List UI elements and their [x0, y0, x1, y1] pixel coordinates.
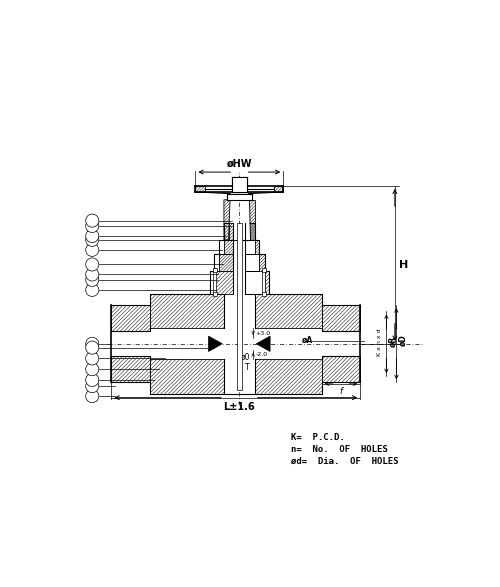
Bar	[232, 177, 247, 192]
Text: 3: 3	[90, 339, 95, 348]
Polygon shape	[246, 223, 254, 240]
Polygon shape	[322, 305, 360, 332]
Text: øR: øR	[388, 336, 397, 347]
Polygon shape	[196, 186, 204, 192]
Text: øHW: øHW	[226, 159, 252, 169]
Text: 16: 16	[87, 216, 98, 225]
Circle shape	[86, 373, 99, 386]
Polygon shape	[248, 200, 254, 240]
Polygon shape	[112, 356, 150, 382]
Bar	[262, 271, 266, 294]
Text: 15: 15	[87, 221, 98, 231]
Text: 9: 9	[90, 275, 95, 284]
Polygon shape	[254, 294, 322, 328]
Text: 7: 7	[90, 343, 95, 352]
Circle shape	[86, 390, 99, 403]
Bar	[262, 292, 266, 296]
Bar	[227, 194, 252, 200]
Text: K x n x d: K x n x d	[377, 329, 382, 356]
Circle shape	[86, 274, 99, 286]
Circle shape	[86, 230, 99, 242]
Polygon shape	[214, 254, 233, 271]
Text: H: H	[398, 260, 408, 270]
Polygon shape	[246, 271, 268, 294]
Text: 4: 4	[90, 376, 95, 384]
Polygon shape	[254, 359, 322, 394]
Text: n=  No.  OF  HOLES: n= No. OF HOLES	[291, 445, 388, 454]
Polygon shape	[224, 223, 233, 240]
Text: ø0: ø0	[241, 353, 250, 362]
Text: 2: 2	[90, 382, 95, 390]
Text: f: f	[340, 387, 342, 396]
Circle shape	[86, 284, 99, 296]
Bar	[213, 268, 217, 272]
Polygon shape	[224, 200, 230, 240]
Text: 1: 1	[90, 392, 95, 401]
Polygon shape	[150, 359, 224, 394]
Polygon shape	[274, 186, 283, 192]
Polygon shape	[246, 240, 260, 254]
Circle shape	[86, 214, 99, 227]
Text: 12: 12	[87, 245, 98, 254]
Circle shape	[86, 243, 99, 257]
Text: T: T	[244, 363, 250, 372]
Polygon shape	[208, 336, 222, 352]
Text: 11: 11	[87, 260, 98, 269]
Circle shape	[86, 258, 99, 271]
Text: 10: 10	[87, 270, 98, 279]
Text: øD: øD	[398, 334, 407, 346]
Text: 13: 13	[87, 235, 98, 244]
Bar	[262, 268, 266, 272]
Circle shape	[86, 380, 99, 393]
Text: ød=  Dia.  OF  HOLES: ød= Dia. OF HOLES	[291, 456, 399, 465]
Bar	[237, 223, 242, 390]
Polygon shape	[246, 254, 264, 271]
Polygon shape	[322, 356, 360, 382]
Circle shape	[86, 341, 99, 354]
Polygon shape	[112, 305, 150, 332]
Text: 6: 6	[90, 354, 95, 363]
Text: L±1.6: L±1.6	[224, 402, 255, 412]
Circle shape	[86, 220, 99, 232]
Polygon shape	[150, 294, 224, 328]
Circle shape	[86, 363, 99, 376]
Text: 8: 8	[90, 285, 95, 295]
Bar	[213, 271, 216, 294]
Text: K=  P.C.D.: K= P.C.D.	[291, 433, 344, 442]
Circle shape	[86, 233, 99, 247]
Text: øA: øA	[301, 335, 312, 345]
Bar	[213, 292, 217, 296]
Polygon shape	[210, 271, 233, 294]
Text: 5: 5	[90, 365, 95, 374]
Text: 14: 14	[87, 231, 98, 241]
Circle shape	[86, 268, 99, 281]
Polygon shape	[256, 336, 270, 352]
Polygon shape	[220, 240, 233, 254]
Text: +3.0: +3.0	[256, 330, 270, 336]
Circle shape	[86, 338, 99, 350]
Circle shape	[86, 352, 99, 365]
Text: -2.0: -2.0	[256, 352, 268, 357]
